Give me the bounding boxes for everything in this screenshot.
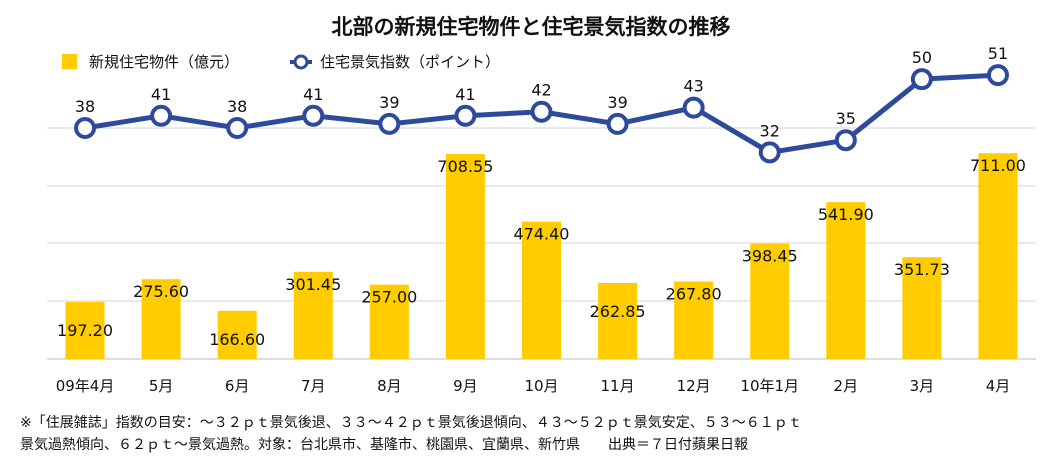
line-label-5: 41 [455,85,475,104]
line-label-1: 41 [151,85,171,104]
line-label-8: 43 [683,77,703,96]
bar-12 [978,153,1018,359]
bar-label-8: 267.80 [666,284,722,303]
x-tick-label-10: 2月 [834,377,859,395]
bar-4 [369,284,409,359]
x-tick-label-6: 10月 [524,377,558,395]
x-tick-label-11: 3月 [910,377,935,395]
bar-label-2: 166.60 [209,330,265,349]
x-tick-label-9: 10年1月 [740,377,799,395]
bar-label-5: 708.55 [437,157,493,176]
line-label-2: 38 [227,97,247,116]
x-tick-label-2: 6月 [225,377,250,395]
legend-line-marker [293,54,309,70]
legend: 新規住宅物件（億元） 住宅景気指数（ポイント） [62,53,500,71]
bar-series [65,153,1018,359]
bar-label-12: 711.00 [970,156,1026,175]
x-tick-label-1: 5月 [149,377,174,395]
line-label-0: 38 [75,97,95,116]
line-point-6 [530,100,553,123]
chart-title: 北部の新規住宅物件と住宅景気指数の推移 [332,15,731,39]
x-tick-label-5: 9月 [453,377,478,395]
bar-label-3: 301.45 [285,275,341,294]
line-label-4: 39 [379,93,399,112]
bar-1 [141,279,181,359]
bar-label-11: 351.73 [894,260,950,279]
line-point-12 [986,64,1009,87]
footnote-line-1: ※「住展雑誌」指数の目安：～３２ｐｔ景気後退、３３～４２ｐｔ景気後退傾向、４３～… [20,415,802,431]
x-axis: 09年4月 5月 6月 7月 8月 9月 10月 11月 12月 10年1月 2月 3月 4月 [56,377,1011,395]
line-point-11 [910,68,933,91]
bar-label-10: 541.90 [818,205,874,224]
line-point-1 [150,104,173,127]
x-tick-label-8: 12月 [677,377,711,395]
line-label-10: 35 [836,109,856,128]
line-series [74,64,1009,164]
line-label-6: 42 [531,81,551,100]
bar-label-0: 197.20 [57,321,113,340]
bar-6 [522,221,561,359]
x-tick-label-7: 11月 [601,377,635,395]
bar-5 [445,153,485,359]
bar-label-4: 257.00 [361,288,417,307]
x-tick-label-3: 7月 [301,377,326,395]
data-labels: 197.20 275.60 166.60 301.45 257.00 708.55 474.… [57,44,1026,349]
bar-11 [902,257,942,359]
bar-7 [598,282,638,359]
line-point-4 [378,112,401,135]
bar-label-1: 275.60 [133,282,189,301]
line-label-12: 51 [988,44,1008,63]
bar-0 [65,301,105,359]
bar-8 [674,281,714,359]
line-point-0 [74,117,97,139]
line-label-7: 39 [607,93,627,112]
line-point-9 [758,141,781,164]
line-point-8 [682,96,705,119]
line-label-11: 50 [912,48,932,67]
bar-label-7: 262.85 [590,302,646,321]
line-label-9: 32 [760,121,780,140]
x-tick-label-12: 4月 [986,377,1011,395]
legend-bar-swatch [62,54,77,69]
bar-label-9: 398.45 [742,247,798,266]
bar-9 [750,243,790,359]
line-point-7 [606,112,629,135]
legend-bar-label: 新規住宅物件（億元） [89,53,239,71]
line-point-5 [454,104,477,127]
bar-3 [293,271,333,359]
legend-line-label: 住宅景気指数（ポイント） [320,53,500,71]
line-point-3 [302,104,325,127]
x-tick-label-0: 09年4月 [56,377,115,395]
line-point-2 [226,117,249,139]
bar-2 [217,310,257,359]
bar-10 [826,202,866,359]
footnote-line-2: 景気過熱傾向、６２ｐｔ～景気過熱。対象：台北県市、基隆市、桃園県、宜蘭県、新竹県… [20,437,748,453]
bar-label-6: 474.40 [514,225,570,244]
line-point-10 [834,129,857,152]
x-tick-label-4: 8月 [377,377,402,395]
line-label-3: 41 [303,85,323,104]
